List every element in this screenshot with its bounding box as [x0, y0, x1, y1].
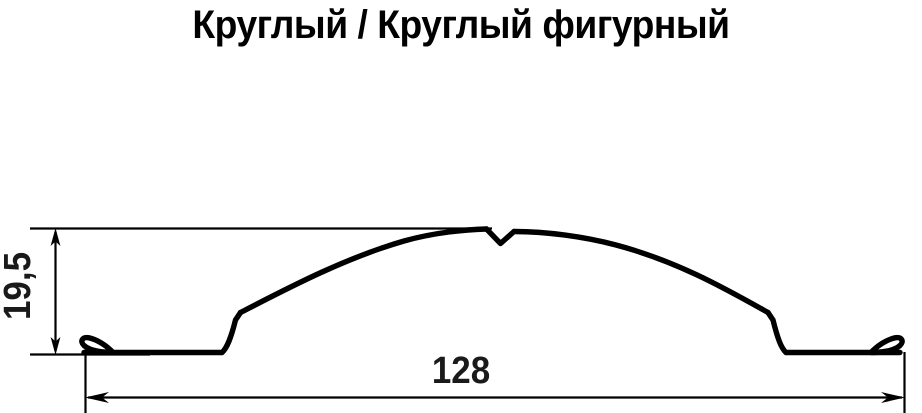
arrowhead-right	[881, 392, 905, 403]
arch-left	[237, 226, 490, 316]
width-dimension-arrow	[85, 392, 905, 403]
width-dimension-label: 128	[431, 350, 491, 392]
arch-right	[511, 228, 771, 316]
arrowhead-left	[85, 392, 109, 403]
height-dimension-label: 19,5	[0, 251, 39, 321]
profile-cross-section	[79, 226, 905, 356]
height-dimension-arrow	[50, 228, 61, 355]
arrowhead-down	[50, 337, 61, 355]
arrowhead-up	[50, 228, 61, 246]
left-riser	[219, 309, 244, 356]
right-riser	[765, 309, 789, 356]
apex-v-notch	[483, 226, 517, 247]
right-hem-loop	[868, 334, 905, 356]
page-title: Круглый / Круглый фигурный	[192, 3, 730, 47]
